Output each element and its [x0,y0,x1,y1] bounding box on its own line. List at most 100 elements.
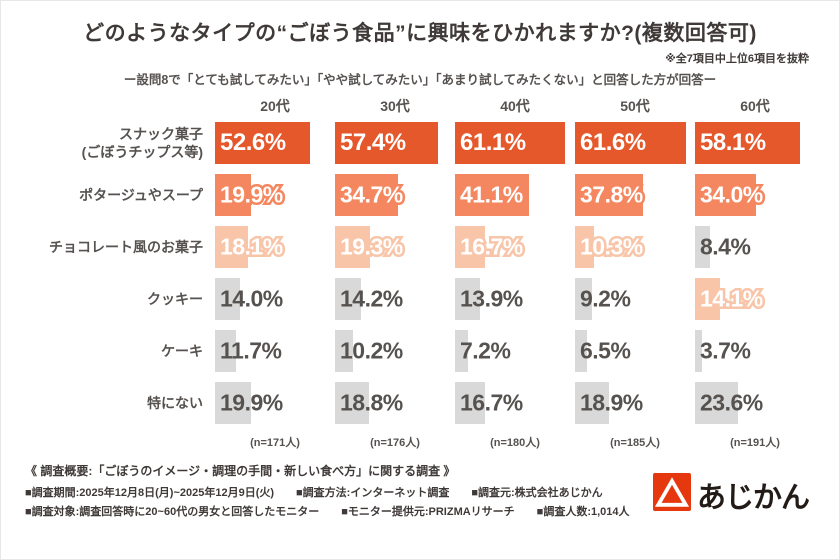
chart-row-cake: ケーキ 11.7% 10.2% 7.2% 6.5% 3.7% [25,330,815,372]
row-label: 特にない [147,394,203,411]
value-label: 37.8% [578,179,646,210]
value-label: 14.2% [340,285,403,312]
bar-cell: 34.7% [335,174,455,216]
sample-size-50s: (n=185人) [610,437,660,449]
bar [575,174,643,216]
bar [215,226,248,268]
bar [695,174,757,216]
bar [575,330,587,372]
bar [335,278,361,320]
row-label-line2: (ごぼうチップス等) [81,144,203,160]
column-header-40s: 40代 [500,98,530,114]
row-label: ケーキ [161,342,203,359]
bar-cell: 34.0% [695,174,815,216]
bar-cell: 6.5% [575,330,695,372]
bar-cell: 52.6% [215,122,335,164]
bar-cell: 18.9% [575,382,695,424]
value-label: 41.1% [458,179,526,210]
bar [215,330,237,372]
row-label: クッキー [147,290,203,307]
value-label: 18.8% [340,389,403,416]
bar-cell: 57.4% [335,122,455,164]
bar-cell: 61.1% [455,122,575,164]
bar [215,278,241,320]
bar [455,382,486,424]
column-header-30s: 30代 [380,98,410,114]
sample-size-30s: (n=176人) [370,437,420,449]
survey-overview-footer: 《 調査概要:「ごぼうのイメージ・調理の手間・新しい食べ方」に関する調査 》 ■… [25,462,815,521]
value-label: 58.1% [700,129,766,156]
value-label: 19.9% [220,389,283,416]
value-label: 61.1% [460,129,526,156]
bar-cell: 19.9% [215,174,335,216]
survey-overview-title: 《 調査概要:「ごぼうのイメージ・調理の手間・新しい食べ方」に関する調査 》 [25,464,456,478]
bar-cell: 11.7% [215,330,335,372]
bar [455,122,565,164]
ajikan-triangle-icon [652,473,691,516]
bar-cell: 18.1% [215,226,335,268]
value-label: 19.3% [338,231,406,262]
bar [695,278,721,320]
survey-detail-line-2: ■調査対象:調査回答時に20~60代の男女と回答したモニター ■モニター提供元:… [25,505,630,518]
bar-cell: 18.8% [335,382,455,424]
page-title: どのようなタイプの“ごぼう食品”に興味をひかれますか?(複数回答可) [83,22,757,45]
bar [695,226,711,268]
bar-cell: 16.7% [455,226,575,268]
sample-size-20s: (n=171人) [250,437,300,449]
bar-cell: 14.1% [695,278,815,320]
bar [695,330,702,372]
row-label: ポタージュやスープ [79,186,203,203]
bar-cell: 14.2% [335,278,455,320]
value-label: 18.9% [580,389,643,416]
bar-cell: 19.3% [335,226,455,268]
ajikan-logo-text: あじかん [696,481,810,514]
value-label: 34.7% [338,179,406,210]
value-label: 34.0% [698,179,766,210]
value-label: 8.4% [700,233,751,260]
bar-cell: 10.2% [335,330,455,372]
bar-cell: 16.7% [455,382,575,424]
bar [575,278,592,320]
value-label: 14.1% [698,283,766,314]
row-label: チョコレート風のお菓子 [49,238,203,255]
bar-cell: 19.9% [215,382,335,424]
chart-row-cookie: クッキー 14.0% 14.2% 13.9% 9.2% 14.1% [25,278,815,320]
chart-row-soup: ポタージュやスープ 19.9% 34.7% 41.1% 37.8% 34.0% [25,174,815,216]
sample-size-40s: (n=180人) [490,437,540,449]
bar [695,122,800,164]
bar-cell: 10.3% [575,226,695,268]
bar [575,226,594,268]
column-header-row: 20代 30代 40代 50代 60代 [25,96,815,116]
bar-cell: 13.9% [455,278,575,320]
bar-cell: 37.8% [575,174,695,216]
bar [335,330,354,372]
bar [215,122,310,164]
value-label: 11.7% [220,337,282,364]
bar-chart: 20代 30代 40代 50代 60代 スナック菓子 (ごぼうチップス等) 52… [25,96,815,450]
bar [335,226,370,268]
bar [215,174,251,216]
subtitle: ー設問8で「とても試してみたい」「やや試してみたい」「あまり試してみたくない」と… [123,73,717,87]
value-label: 7.2% [460,337,511,364]
bar-cell: 3.7% [695,330,815,372]
bar-cell: 23.6% [695,382,815,424]
bar-cell: 8.4% [695,226,815,268]
column-header-20s: 20代 [260,98,290,114]
bar-cell: 7.2% [455,330,575,372]
value-label: 6.5% [580,337,631,364]
bar [335,382,369,424]
bar [695,382,738,424]
value-label: 18.1% [218,231,286,262]
column-header-60s: 60代 [740,98,770,114]
value-label: 19.9% [218,179,286,210]
sample-size-60s: (n=191人) [730,437,780,449]
value-label: 13.9% [460,285,523,312]
value-label: 10.3% [578,231,646,262]
value-label: 16.7% [458,231,526,262]
bar [455,174,529,216]
bar [575,122,686,164]
bar [575,382,609,424]
value-label: 14.0% [220,285,283,312]
bar [335,122,439,164]
